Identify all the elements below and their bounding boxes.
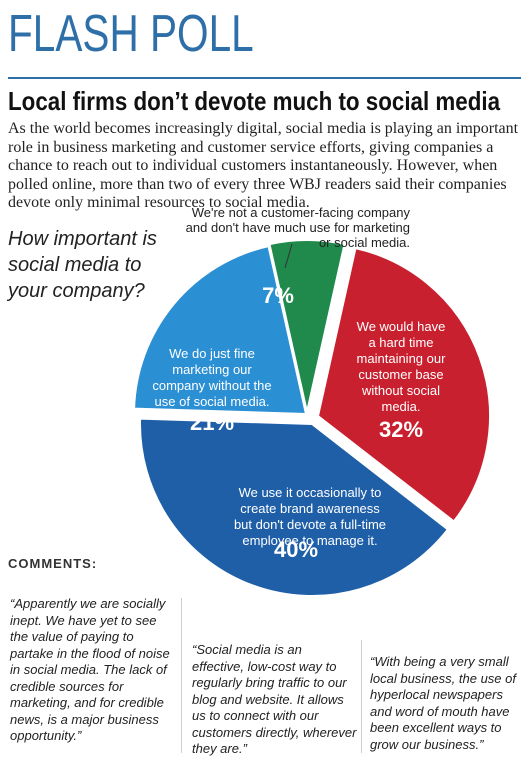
comment-divider-1 bbox=[181, 598, 182, 753]
slice-value-2: 32% bbox=[379, 417, 423, 442]
slice-label-3: We use it occasionally to create brand aw… bbox=[234, 485, 386, 548]
slice-label-2: We would have a hard time maintaining our c… bbox=[357, 319, 447, 414]
slice-label-4: We do just fine marketing our company with… bbox=[152, 346, 271, 409]
comment-divider-2 bbox=[361, 640, 362, 753]
header-rule bbox=[8, 77, 521, 79]
comment-quote-1: “Apparently we are socially inept. We ha… bbox=[10, 596, 170, 743]
slice-label-1: We're not a customer-facing company and d… bbox=[186, 205, 411, 250]
pie-slice-4 bbox=[133, 244, 308, 416]
poll-question: How important is social media to your co… bbox=[8, 228, 157, 302]
callout-line bbox=[284, 243, 293, 269]
comment-quote-2: “Social media is an effective, low-cost … bbox=[192, 642, 357, 756]
slice-value-3: 40% bbox=[274, 537, 318, 562]
headline: Local firms don’t devote much to social … bbox=[8, 86, 501, 116]
intro-paragraph: As the world becomes increasingly digita… bbox=[8, 120, 519, 211]
pie-slice-1 bbox=[268, 239, 346, 413]
comments-title: COMMENTS: bbox=[8, 556, 98, 571]
pie-slice-2 bbox=[316, 246, 491, 523]
slice-value-1: 7% bbox=[262, 283, 294, 308]
section-kicker: FLASH POLL bbox=[8, 5, 254, 63]
pie-slice-3 bbox=[139, 417, 450, 597]
slice-value-4: 21% bbox=[190, 410, 234, 435]
comment-quote-3: “With being a very small local business,… bbox=[370, 654, 516, 752]
